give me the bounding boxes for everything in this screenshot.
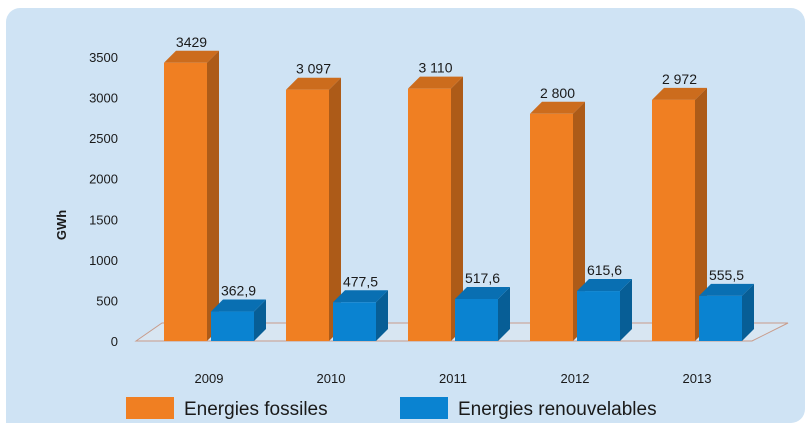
bar-front-face <box>530 113 573 341</box>
bar-top-face <box>408 76 463 89</box>
data-label: 2 800 <box>540 85 575 101</box>
bar-top-face <box>652 87 707 100</box>
bar-front-face <box>286 89 329 342</box>
y-tick-label: 1500 <box>89 212 118 227</box>
legend-item-renouvelables: Energies renouvelables <box>400 397 657 420</box>
data-labels: 3429 362,9 3 097 477,5 3 110 517,6 2 800 615,6 2… <box>176 34 744 299</box>
bar-side-face <box>620 279 632 341</box>
bar-side-face <box>451 76 463 341</box>
y-tick-label: 2000 <box>89 172 118 187</box>
bar-renouvelables <box>455 287 510 341</box>
bar-side-face <box>573 101 585 341</box>
y-tick-label: 3000 <box>89 91 118 106</box>
legend-swatch <box>400 397 448 419</box>
bar-fossiles <box>652 87 707 341</box>
bar-top-face <box>164 50 219 63</box>
bar-side-face <box>329 77 341 342</box>
y-tick-label: 1000 <box>89 253 118 268</box>
x-tick-label: 2012 <box>561 371 590 386</box>
bar-front-face <box>164 62 207 342</box>
bar-top-face <box>530 101 585 114</box>
data-label: 477,5 <box>343 273 378 289</box>
data-label: 2 972 <box>662 71 697 87</box>
y-tick-label: 3500 <box>89 50 118 65</box>
bar-top-face <box>577 279 632 292</box>
bar-top-face <box>211 299 266 312</box>
legend-label: Energies renouvelables <box>458 399 657 420</box>
y-tick-label: 0 <box>111 334 118 349</box>
data-label: 517,6 <box>465 270 500 286</box>
x-tick-label: 2013 <box>683 371 712 386</box>
bar-fossiles <box>530 101 585 341</box>
bars-group <box>164 50 754 342</box>
legend-swatch <box>126 397 174 419</box>
legend: Energies fossiles Energies renouvelables <box>126 397 657 420</box>
bar-side-face <box>742 283 754 341</box>
x-tick-label: 2010 <box>317 371 346 386</box>
x-axis-ticks: 2009 2010 2011 2012 2013 <box>195 371 712 386</box>
bar-renouvelables <box>577 279 632 341</box>
y-tick-label: 500 <box>96 293 118 308</box>
bar-renouvelables <box>333 290 388 341</box>
bar-renouvelables <box>211 299 266 341</box>
x-tick-label: 2011 <box>439 371 467 386</box>
legend-item-fossiles: Energies fossiles <box>126 397 328 420</box>
bar-side-face <box>254 299 266 341</box>
bar-side-face <box>498 287 510 341</box>
bar-front-face <box>455 299 498 341</box>
bar-top-face <box>286 77 341 90</box>
bar-front-face <box>333 302 376 341</box>
bar-front-face <box>408 88 451 341</box>
data-label: 3 110 <box>419 60 453 76</box>
y-axis-ticks: 0 500 1000 1500 2000 2500 3000 3500 <box>89 50 118 349</box>
bar-fossiles <box>286 77 341 342</box>
bar-side-face <box>695 87 707 341</box>
bar-top-face <box>333 290 388 303</box>
legend-label: Energies fossiles <box>184 399 328 420</box>
data-label: 3429 <box>176 34 207 50</box>
data-label: 3 097 <box>296 61 331 77</box>
bar-side-face <box>376 290 388 341</box>
bar-front-face <box>699 295 742 341</box>
bar-front-face <box>652 99 695 341</box>
x-tick-label: 2009 <box>195 371 224 386</box>
bar-front-face <box>211 311 254 341</box>
y-axis-title: GWh <box>54 210 69 240</box>
bar-top-face <box>699 283 754 296</box>
bar-front-face <box>577 291 620 341</box>
data-label: 615,6 <box>587 262 622 278</box>
data-label: 362,9 <box>221 283 256 299</box>
bar-side-face <box>207 50 219 342</box>
bar-fossiles <box>164 50 219 342</box>
y-tick-label: 2500 <box>89 131 118 146</box>
bar-top-face <box>455 287 510 300</box>
data-label: 555,5 <box>709 267 744 283</box>
bar-renouvelables <box>699 283 754 341</box>
bar-fossiles <box>408 76 463 341</box>
